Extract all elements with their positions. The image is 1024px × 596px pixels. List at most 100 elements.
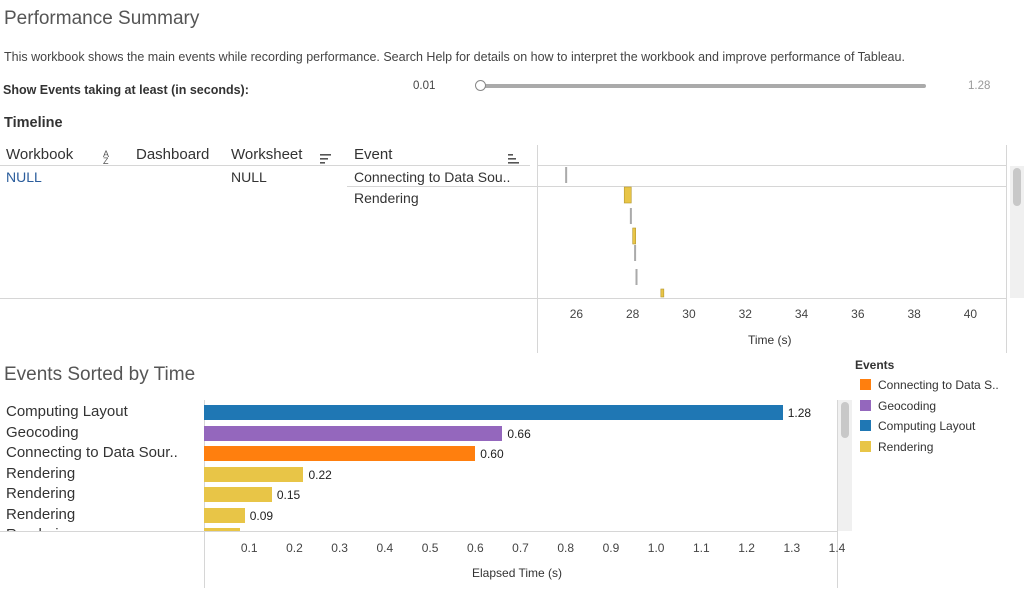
event-duration-bar[interactable] — [204, 425, 503, 441]
elapsed-x-tick: 0.3 — [331, 541, 348, 555]
elapsed-x-tick: 0.9 — [602, 541, 620, 555]
axis-divider — [1006, 145, 1007, 353]
header-divider — [537, 165, 1007, 166]
legend-label: Connecting to Data S.. — [878, 378, 999, 392]
timeline-x-tick: 38 — [907, 307, 921, 321]
scrollbar-thumb[interactable] — [1013, 168, 1021, 206]
event-row-label[interactable]: Computing Layout — [6, 403, 128, 420]
column-header-workbook[interactable]: Workbook — [6, 146, 73, 163]
timeline-x-tick: 40 — [963, 307, 978, 321]
event-duration-bar[interactable] — [204, 507, 245, 523]
timeline-event-mark[interactable] — [635, 269, 638, 285]
timeline-x-tick: 26 — [569, 307, 584, 321]
timeline-x-tick: 36 — [851, 307, 865, 321]
header-divider — [0, 165, 530, 166]
timeline-event-mark[interactable] — [623, 186, 632, 204]
event-duration-bar[interactable] — [204, 487, 272, 502]
event-row-label[interactable]: Rendering — [6, 485, 76, 502]
timeline-x-tick: 32 — [738, 307, 752, 321]
event-duration-bar[interactable] — [204, 446, 476, 461]
elapsed-x-tick: 0.6 — [466, 541, 484, 555]
scrollbar-thumb[interactable] — [841, 402, 849, 438]
row-divider — [347, 186, 1007, 187]
timeline-title: Timeline — [4, 115, 63, 131]
bar-value-label: 0.09 — [249, 508, 274, 523]
elapsed-x-tick: 1.1 — [693, 541, 710, 555]
timeline-x-tick: 30 — [682, 307, 696, 321]
page-title: Performance Summary — [4, 8, 200, 29]
column-header-event[interactable]: Event — [354, 146, 392, 163]
timeline-x-label: Time (s) — [748, 333, 792, 347]
elapsed-x-tick: 0.8 — [557, 541, 575, 555]
slider-handle[interactable] — [475, 80, 486, 91]
legend-swatch — [860, 379, 871, 390]
column-header-label: Dashboard — [136, 146, 210, 163]
timeline-event-mark[interactable] — [629, 208, 632, 224]
legend-swatch — [860, 420, 871, 431]
column-header-label: Worksheet — [231, 146, 303, 163]
elapsed-x-tick: 1.2 — [738, 541, 755, 555]
timeline-chart — [565, 167, 665, 298]
elapsed-x-tick: 1.3 — [783, 541, 801, 555]
column-header-worksheet[interactable]: Worksheet — [231, 146, 302, 163]
events-section-title: Events Sorted by Time — [4, 364, 196, 385]
elapsed-x-tick: 1.0 — [647, 541, 665, 555]
timeline-event-mark[interactable] — [565, 167, 568, 183]
legend-item[interactable]: Rendering — [860, 440, 933, 454]
legend-swatch — [860, 399, 871, 411]
column-header-dashboard[interactable]: Dashboard — [136, 146, 209, 163]
event-duration-bar[interactable] — [204, 528, 241, 531]
elapsed-x-tick: 0.2 — [286, 541, 303, 555]
bar-value-label: 0.15 — [276, 488, 301, 502]
sort-desc-icon[interactable] — [508, 151, 519, 169]
bar-value-label: 0.22 — [308, 467, 332, 482]
elapsed-x-tick: 0.7 — [512, 541, 529, 555]
event-row-label[interactable]: Rendering — [6, 505, 76, 523]
filter-label: Show Events taking at least (in seconds)… — [3, 83, 249, 97]
legend-label: Geocoding — [878, 398, 937, 413]
legend-item[interactable]: Geocoding — [860, 399, 936, 413]
event-duration-bar[interactable] — [204, 405, 783, 420]
events-bar-pane: 1.28 0.660.60 0.22 0.150.09 0.08 — [204, 400, 837, 531]
sort-desc-icon[interactable] — [320, 151, 331, 169]
axis-divider — [0, 531, 838, 532]
event-row-label[interactable]: Connecting to Data Sour.. — [6, 444, 178, 461]
events-scrollbar[interactable] — [838, 400, 852, 531]
elapsed-x-label: Elapsed Time (s) — [472, 566, 563, 580]
elapsed-x-tick: 1.4 — [828, 541, 846, 555]
legend-item[interactable]: Connecting to Data S.. — [860, 378, 999, 392]
event-cell[interactable]: Connecting to Data Sou.. — [354, 169, 511, 185]
timeline-scrollbar[interactable] — [1010, 166, 1024, 298]
legend-item[interactable]: Computing Layout — [860, 419, 975, 433]
bar-value-label: 0.60 — [480, 447, 504, 461]
legend-label: Rendering — [878, 439, 934, 454]
bar-value-label: 0.08 — [245, 529, 268, 531]
bar-value-label: 1.28 — [787, 406, 812, 420]
timeline-event-mark[interactable] — [660, 288, 665, 298]
event-row-label[interactable]: Rendering — [6, 526, 75, 531]
timeline-x-tick: 28 — [626, 307, 640, 321]
event-cell[interactable]: Rendering — [354, 190, 419, 206]
axis-divider — [837, 400, 838, 588]
bar-value-label: 0.66 — [507, 426, 531, 441]
elapsed-x-tick: 0.1 — [240, 541, 258, 555]
event-row-label[interactable]: Geocoding — [6, 423, 79, 441]
row-divider — [0, 298, 1007, 299]
timeline-event-mark[interactable] — [634, 245, 637, 261]
column-header-label: Workbook — [6, 146, 74, 163]
event-row-label[interactable]: Rendering — [6, 464, 76, 482]
elapsed-x-tick: 0.4 — [376, 541, 394, 555]
legend-title: Events — [855, 358, 895, 372]
workbook-cell[interactable]: NULL — [6, 169, 42, 185]
timeline-x-tick: 34 — [794, 307, 809, 321]
slider-min-value: 0.01 — [413, 80, 436, 92]
description-text: This workbook shows the main events whil… — [4, 50, 905, 64]
slider-max-value: 1.28 — [968, 80, 991, 92]
min-seconds-slider[interactable] — [479, 84, 926, 88]
axis-divider — [537, 145, 538, 353]
event-duration-bar[interactable] — [204, 466, 304, 482]
legend-label: Computing Layout — [878, 419, 976, 433]
timeline-event-mark[interactable] — [632, 227, 636, 245]
worksheet-cell: NULL — [231, 169, 267, 185]
